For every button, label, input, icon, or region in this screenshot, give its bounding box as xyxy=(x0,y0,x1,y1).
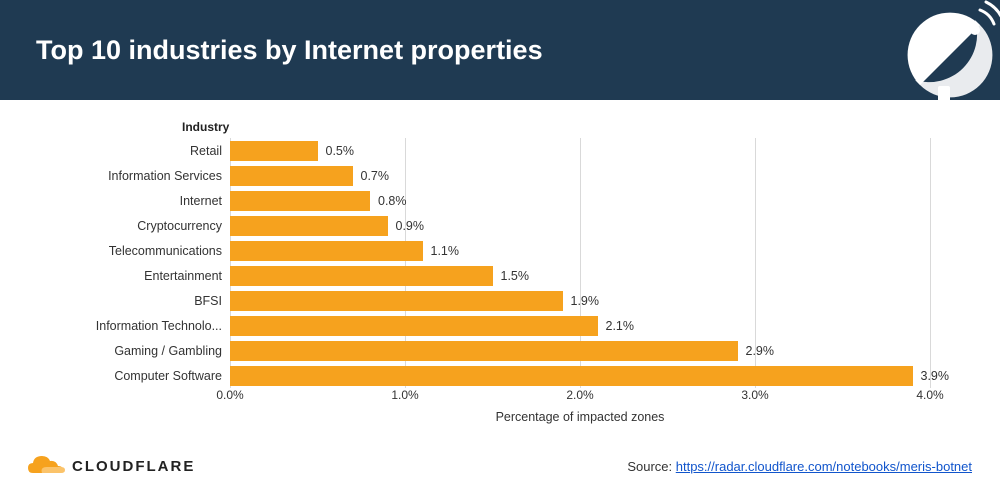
bar-value-label: 1.5% xyxy=(493,269,530,283)
bar xyxy=(230,291,563,311)
bar-value-label: 0.5% xyxy=(318,144,355,158)
bar-row: Retail0.5% xyxy=(230,138,354,163)
gridline xyxy=(930,138,931,388)
x-tick-label: 0.0% xyxy=(216,388,243,402)
satellite-dish-icon xyxy=(880,0,1000,100)
category-label: Computer Software xyxy=(60,369,230,383)
bar-value-label: 2.1% xyxy=(598,319,635,333)
bar-row: Internet0.8% xyxy=(230,188,407,213)
bar-value-label: 0.9% xyxy=(388,219,425,233)
bar-row: Information Technolo...2.1% xyxy=(230,313,634,338)
bar xyxy=(230,241,423,261)
bar xyxy=(230,166,353,186)
category-label: Retail xyxy=(60,144,230,158)
bar-row: Gaming / Gambling2.9% xyxy=(230,338,774,363)
category-label: Information Services xyxy=(60,169,230,183)
category-label: Entertainment xyxy=(60,269,230,283)
category-label: Telecommunications xyxy=(60,244,230,258)
category-label: Gaming / Gambling xyxy=(60,344,230,358)
chart-title: Top 10 industries by Internet properties xyxy=(36,35,543,66)
x-tick-label: 1.0% xyxy=(391,388,418,402)
bar-value-label: 1.9% xyxy=(563,294,600,308)
source-prefix: Source: xyxy=(627,459,675,474)
bar-row: Entertainment1.5% xyxy=(230,263,529,288)
bar-row: Cryptocurrency0.9% xyxy=(230,213,424,238)
bar-row: Computer Software3.9% xyxy=(230,363,949,388)
bar-row: BFSI1.9% xyxy=(230,288,599,313)
source-link[interactable]: https://radar.cloudflare.com/notebooks/m… xyxy=(676,459,972,474)
header-banner: Top 10 industries by Internet properties xyxy=(0,0,1000,100)
category-label: BFSI xyxy=(60,294,230,308)
bar xyxy=(230,191,370,211)
bar xyxy=(230,216,388,236)
bar-value-label: 1.1% xyxy=(423,244,460,258)
bar xyxy=(230,141,318,161)
footer: CLOUDFLARE Source: https://radar.cloudfl… xyxy=(0,440,1000,500)
bar xyxy=(230,316,598,336)
bar-value-label: 3.9% xyxy=(913,369,950,383)
source-attribution: Source: https://radar.cloudflare.com/not… xyxy=(627,459,972,474)
bar xyxy=(230,341,738,361)
bar-row: Information Services0.7% xyxy=(230,163,389,188)
category-label: Information Technolo... xyxy=(60,319,230,333)
plot-region: Retail0.5%Information Services0.7%Intern… xyxy=(230,138,930,388)
bar-value-label: 0.7% xyxy=(353,169,390,183)
cloudflare-icon xyxy=(28,453,66,479)
bar xyxy=(230,266,493,286)
bar-value-label: 0.8% xyxy=(370,194,407,208)
category-label: Cryptocurrency xyxy=(60,219,230,233)
x-tick-label: 4.0% xyxy=(916,388,943,402)
bar-value-label: 2.9% xyxy=(738,344,775,358)
brand-name: CLOUDFLARE xyxy=(72,458,195,475)
bar xyxy=(230,366,913,386)
y-axis-title: Industry xyxy=(182,120,229,134)
x-tick-label: 2.0% xyxy=(566,388,593,402)
brand-logo: CLOUDFLARE xyxy=(28,453,195,479)
bar-row: Telecommunications1.1% xyxy=(230,238,459,263)
x-tick-label: 3.0% xyxy=(741,388,768,402)
x-axis-title: Percentage of impacted zones xyxy=(496,410,665,424)
category-label: Internet xyxy=(60,194,230,208)
chart-area: Industry Retail0.5%Information Services0… xyxy=(60,120,960,430)
